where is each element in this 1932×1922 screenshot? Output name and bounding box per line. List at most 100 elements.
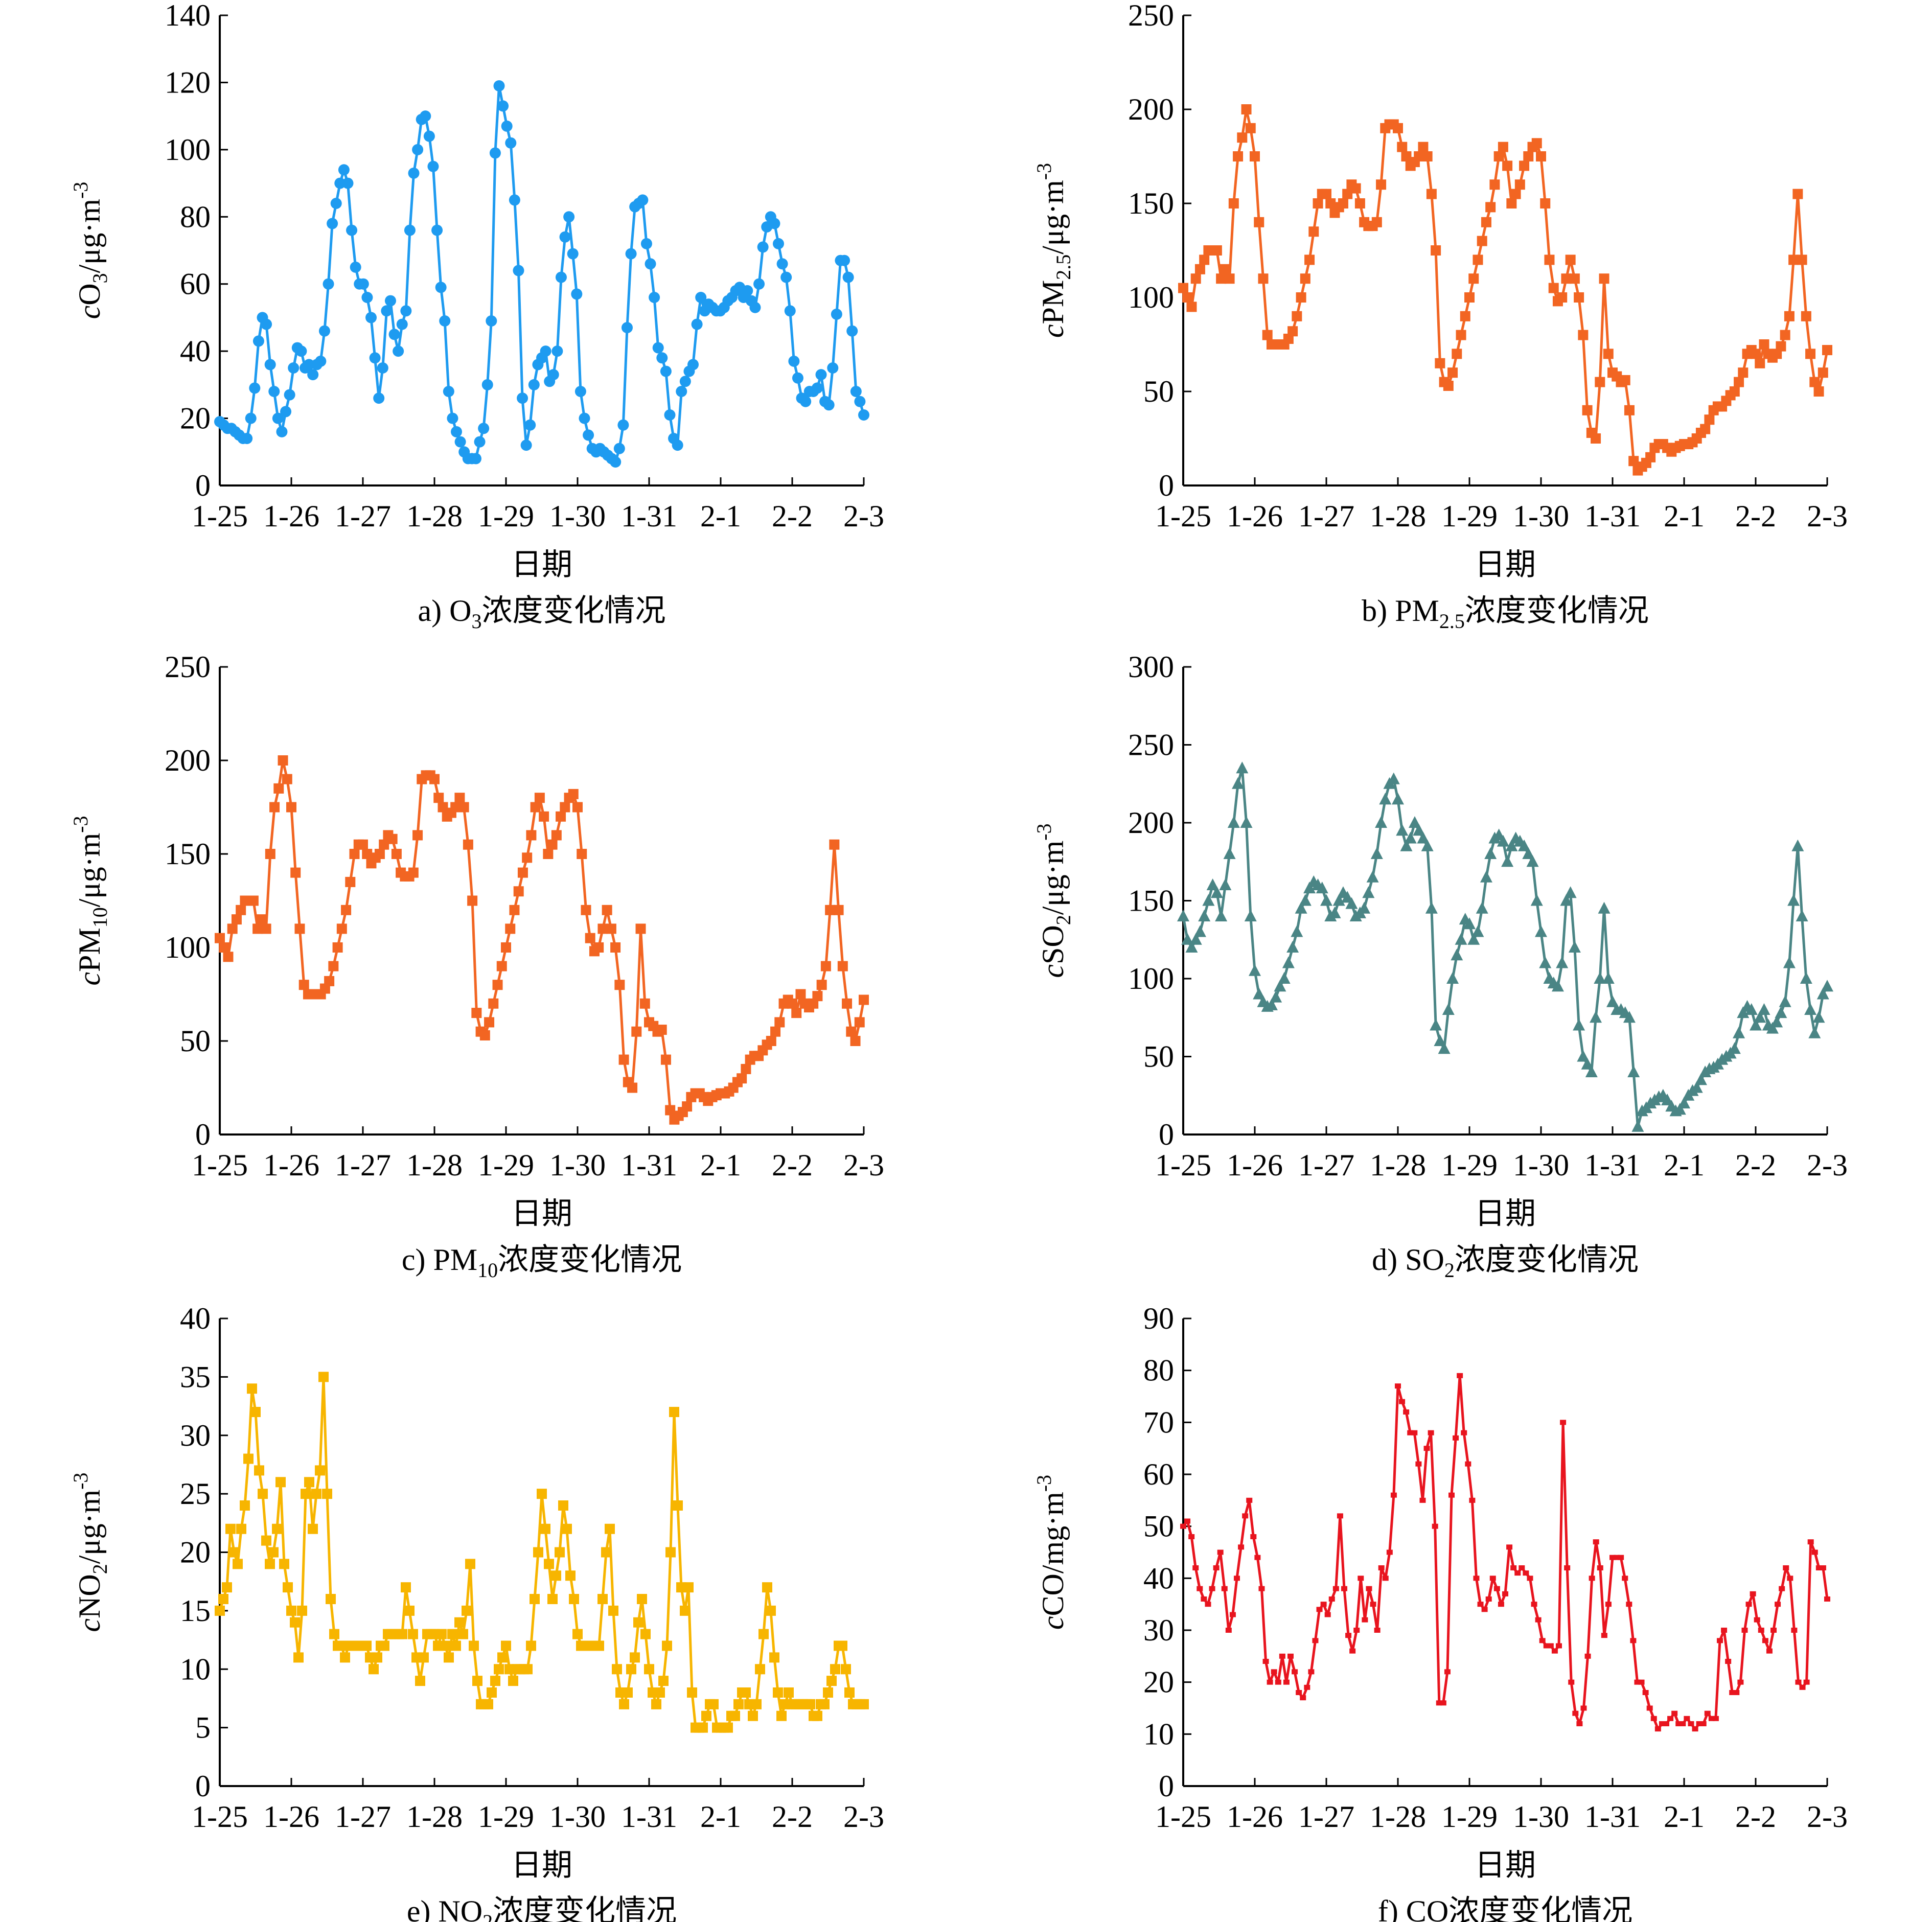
y-tick-label: 30 [1143,1613,1174,1647]
data-point [1463,917,1476,930]
data-point [1548,283,1559,293]
data-point [1376,179,1387,190]
data-point [701,1710,711,1721]
data-point [844,1687,855,1698]
y-label-quantity: CO [1036,1573,1070,1616]
data-point [753,278,765,290]
data-point [1779,1586,1785,1591]
data-point [280,406,292,418]
data-point [447,1629,457,1639]
y-tick-label: 250 [1128,728,1174,762]
data-point [1737,1679,1744,1685]
data-point [572,802,583,813]
data-point [820,961,831,971]
data-point [579,412,590,424]
data-point [1518,839,1531,851]
y-label-subscript: 2 [1052,915,1075,925]
data-point [645,258,656,270]
data-point [1623,1011,1636,1023]
data-point [1582,405,1593,415]
data-point [342,177,354,189]
data-point [1762,1638,1768,1643]
data-point [408,167,420,179]
data-point [1708,1716,1715,1721]
data-point [290,1617,300,1628]
x-tick-label: 2-1 [1664,1800,1705,1834]
caption-suffix: 浓度变化情况 [498,1243,682,1277]
data-point [330,198,342,209]
data-point [1190,273,1201,284]
data-point [1519,1565,1525,1570]
data-point [362,849,373,859]
data-point [1202,894,1215,906]
x-tick-label: 2-2 [772,1800,813,1834]
data-point [1820,1565,1826,1570]
chart-pm25: 0 50 100 150 200 250 1-25 1-26 1-27 1-28 1-29 1-30 1… [1032,0,1848,633]
data-point [341,905,352,915]
y-label-italic: c [73,306,106,319]
data-point [1354,198,1365,209]
data-point [558,1500,568,1511]
x-tick-label: 1-30 [549,499,606,533]
y-tick-label: 40 [1143,1561,1174,1595]
y-label-subscript: 2 [88,1564,111,1574]
data-point [1197,1586,1203,1591]
y-tick-label: 10 [1143,1717,1174,1751]
data-point [345,876,356,887]
data-point [1809,377,1820,387]
data-point [762,1582,772,1593]
data-point [1659,1721,1665,1726]
data-point [462,1605,472,1616]
data-point [1729,386,1740,397]
data-point [1536,151,1546,161]
data-point [303,359,315,370]
data-point [827,362,839,374]
data-point [1242,1513,1249,1519]
data-point [311,1489,321,1499]
data-point [1332,1586,1339,1591]
data-point [1320,894,1332,906]
data-point [1598,901,1611,914]
caption-suffix: 浓度变化情况 [493,1894,677,1922]
data-point [1404,831,1417,844]
y-label-quantity: O [73,283,106,305]
x-tick-label: 2-2 [772,1148,813,1182]
data-point [1236,761,1249,774]
data-point [397,1629,407,1639]
data-point [1436,1700,1442,1706]
data-point [1603,349,1614,359]
x-tick-label: 1-29 [1441,1800,1498,1834]
data-point [1783,956,1796,968]
data-point [530,802,541,813]
x-tick-label: 1-29 [1441,1148,1498,1182]
data-point [254,1465,264,1476]
data-point [1370,1602,1376,1607]
data-point [509,194,520,206]
data-point [1787,894,1800,906]
data-point [1464,292,1475,303]
data-point [1401,151,1412,161]
data-point [1426,189,1437,199]
data-point [470,453,481,465]
data-point [1721,1628,1728,1633]
data-point [563,211,575,223]
data-point [276,426,288,437]
caption-prefix: f) CO [1378,1894,1448,1922]
data-point [252,923,263,934]
data-point [377,362,388,374]
x-tick-label: 1-29 [478,1148,534,1182]
series-line [1182,1374,1829,1730]
data-point [784,1687,794,1698]
data-point [1241,104,1252,114]
data-point [1593,1539,1599,1545]
data-point [837,1640,847,1651]
data-point [1180,1523,1186,1529]
x-axis-label: 日期 [511,548,572,582]
data-point [635,923,646,934]
data-point [261,923,271,934]
data-point [358,839,368,850]
data-point [1505,839,1518,851]
data-point [1295,901,1307,914]
x-tick-label: 2-3 [843,1148,884,1182]
data-point [1576,1721,1583,1726]
